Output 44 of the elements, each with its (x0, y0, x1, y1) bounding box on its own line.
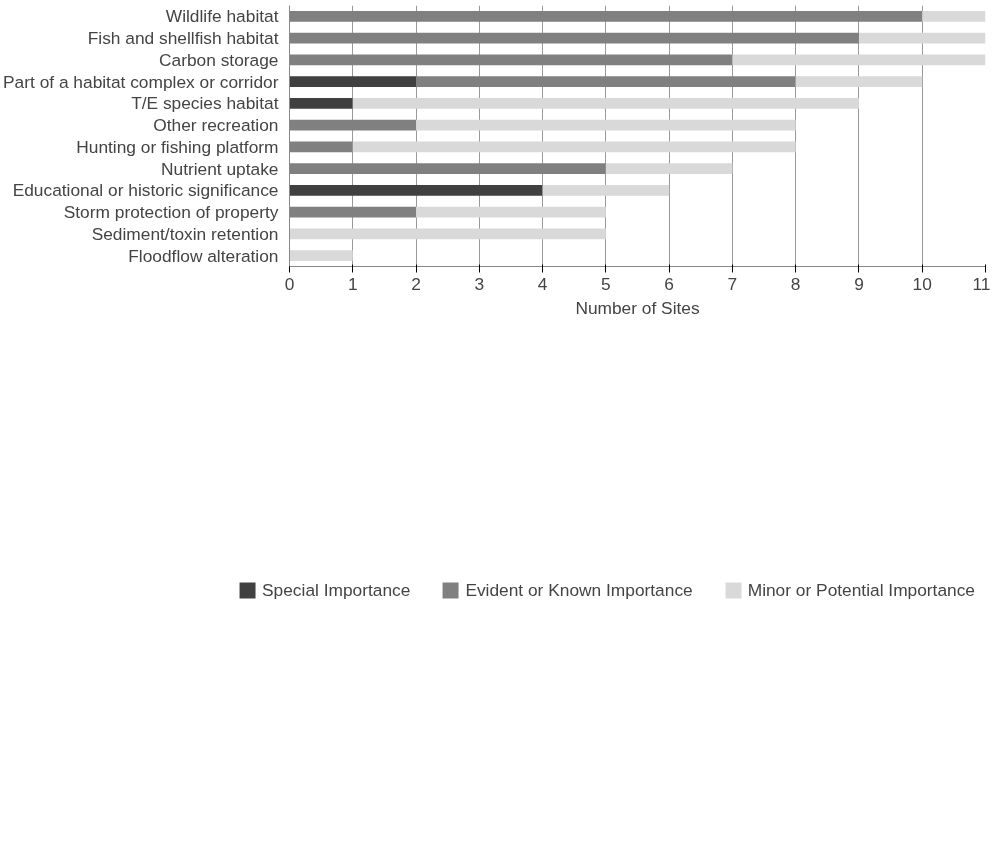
bar (289, 228, 606, 240)
y-tick-label: Wildlife habitat (165, 6, 279, 27)
legend-label: Minor or Potential Importance (747, 579, 975, 601)
x-tick-label: 4 (537, 273, 548, 294)
bar (416, 76, 796, 88)
x-tick-label: 7 (727, 273, 738, 294)
x-tick-label: 3 (474, 273, 485, 294)
x-tick-label: 11 (972, 273, 991, 294)
y-tick-label: Fish and shellfish habitat (87, 28, 279, 49)
x-tick-label: 1 (347, 273, 358, 294)
bar (289, 76, 417, 88)
bar (352, 141, 796, 153)
bar (795, 76, 923, 88)
bar (605, 163, 733, 175)
y-tick-label: Educational or historic significance (12, 180, 279, 201)
x-tick-label: 6 (664, 273, 674, 294)
y-tick-label: Hunting or fishing platform (76, 136, 279, 157)
x-tick-label: 2 (411, 273, 421, 294)
bar (416, 119, 796, 131)
x-tick-label: 10 (912, 273, 932, 294)
y-tick-label: T/E species habitat (131, 93, 279, 114)
y-tick-label: Storm protection of property (63, 202, 279, 223)
bar (289, 250, 353, 262)
bar (542, 184, 670, 196)
bar (352, 97, 859, 109)
bar (922, 10, 986, 22)
y-tick-label: Carbon storage (159, 49, 279, 70)
y-tick-label: Floodflow alteration (128, 245, 279, 266)
bar (732, 54, 986, 66)
legend-label: Special Importance (262, 579, 411, 601)
bar (416, 206, 606, 218)
x-tick-label: 0 (284, 273, 295, 294)
bar (858, 32, 986, 44)
bar (289, 184, 543, 196)
legend-label: Evident or Known Importance (465, 579, 693, 601)
x-tick-label: 8 (790, 273, 801, 294)
bar (289, 97, 353, 109)
x-tick-label: 5 (601, 273, 611, 294)
y-tick-label: Sediment/toxin retention (91, 223, 279, 244)
y-tick-label: Other recreation (153, 115, 279, 136)
x-axis-title: Number of Sites (575, 297, 700, 318)
x-tick-label: 9 (854, 273, 864, 294)
y-tick-label: Nutrient uptake (160, 158, 279, 179)
y-tick-label: Part of a habitat complex or corridor (3, 71, 279, 92)
